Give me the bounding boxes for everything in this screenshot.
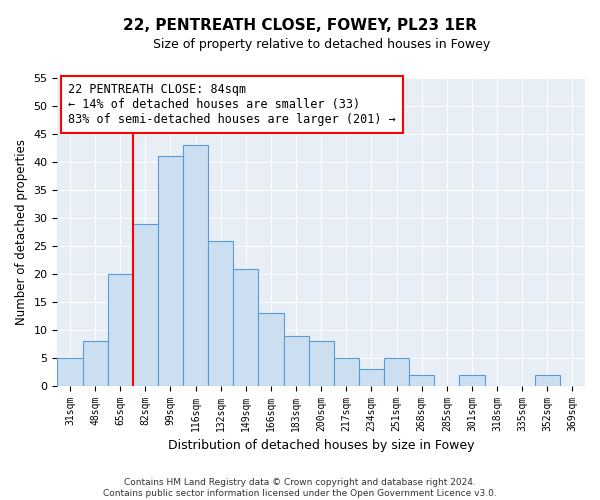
Text: 22 PENTREATH CLOSE: 84sqm
← 14% of detached houses are smaller (33)
83% of semi-: 22 PENTREATH CLOSE: 84sqm ← 14% of detac… — [68, 82, 396, 126]
Bar — [107, 274, 133, 386]
Bar — [208, 240, 233, 386]
Y-axis label: Number of detached properties: Number of detached properties — [15, 139, 28, 325]
Bar — [308, 342, 334, 386]
Text: 22, PENTREATH CLOSE, FOWEY, PL23 1ER: 22, PENTREATH CLOSE, FOWEY, PL23 1ER — [123, 18, 477, 32]
Bar — [535, 375, 560, 386]
Bar — [133, 224, 158, 386]
Bar — [334, 358, 359, 386]
X-axis label: Distribution of detached houses by size in Fowey: Distribution of detached houses by size … — [168, 440, 475, 452]
Bar — [460, 375, 485, 386]
Bar — [284, 336, 308, 386]
Bar — [233, 268, 259, 386]
Title: Size of property relative to detached houses in Fowey: Size of property relative to detached ho… — [152, 38, 490, 51]
Bar — [158, 156, 183, 386]
Text: Contains HM Land Registry data © Crown copyright and database right 2024.
Contai: Contains HM Land Registry data © Crown c… — [103, 478, 497, 498]
Bar — [359, 370, 384, 386]
Bar — [58, 358, 83, 386]
Bar — [384, 358, 409, 386]
Bar — [183, 146, 208, 386]
Bar — [259, 314, 284, 386]
Bar — [409, 375, 434, 386]
Bar — [83, 342, 107, 386]
